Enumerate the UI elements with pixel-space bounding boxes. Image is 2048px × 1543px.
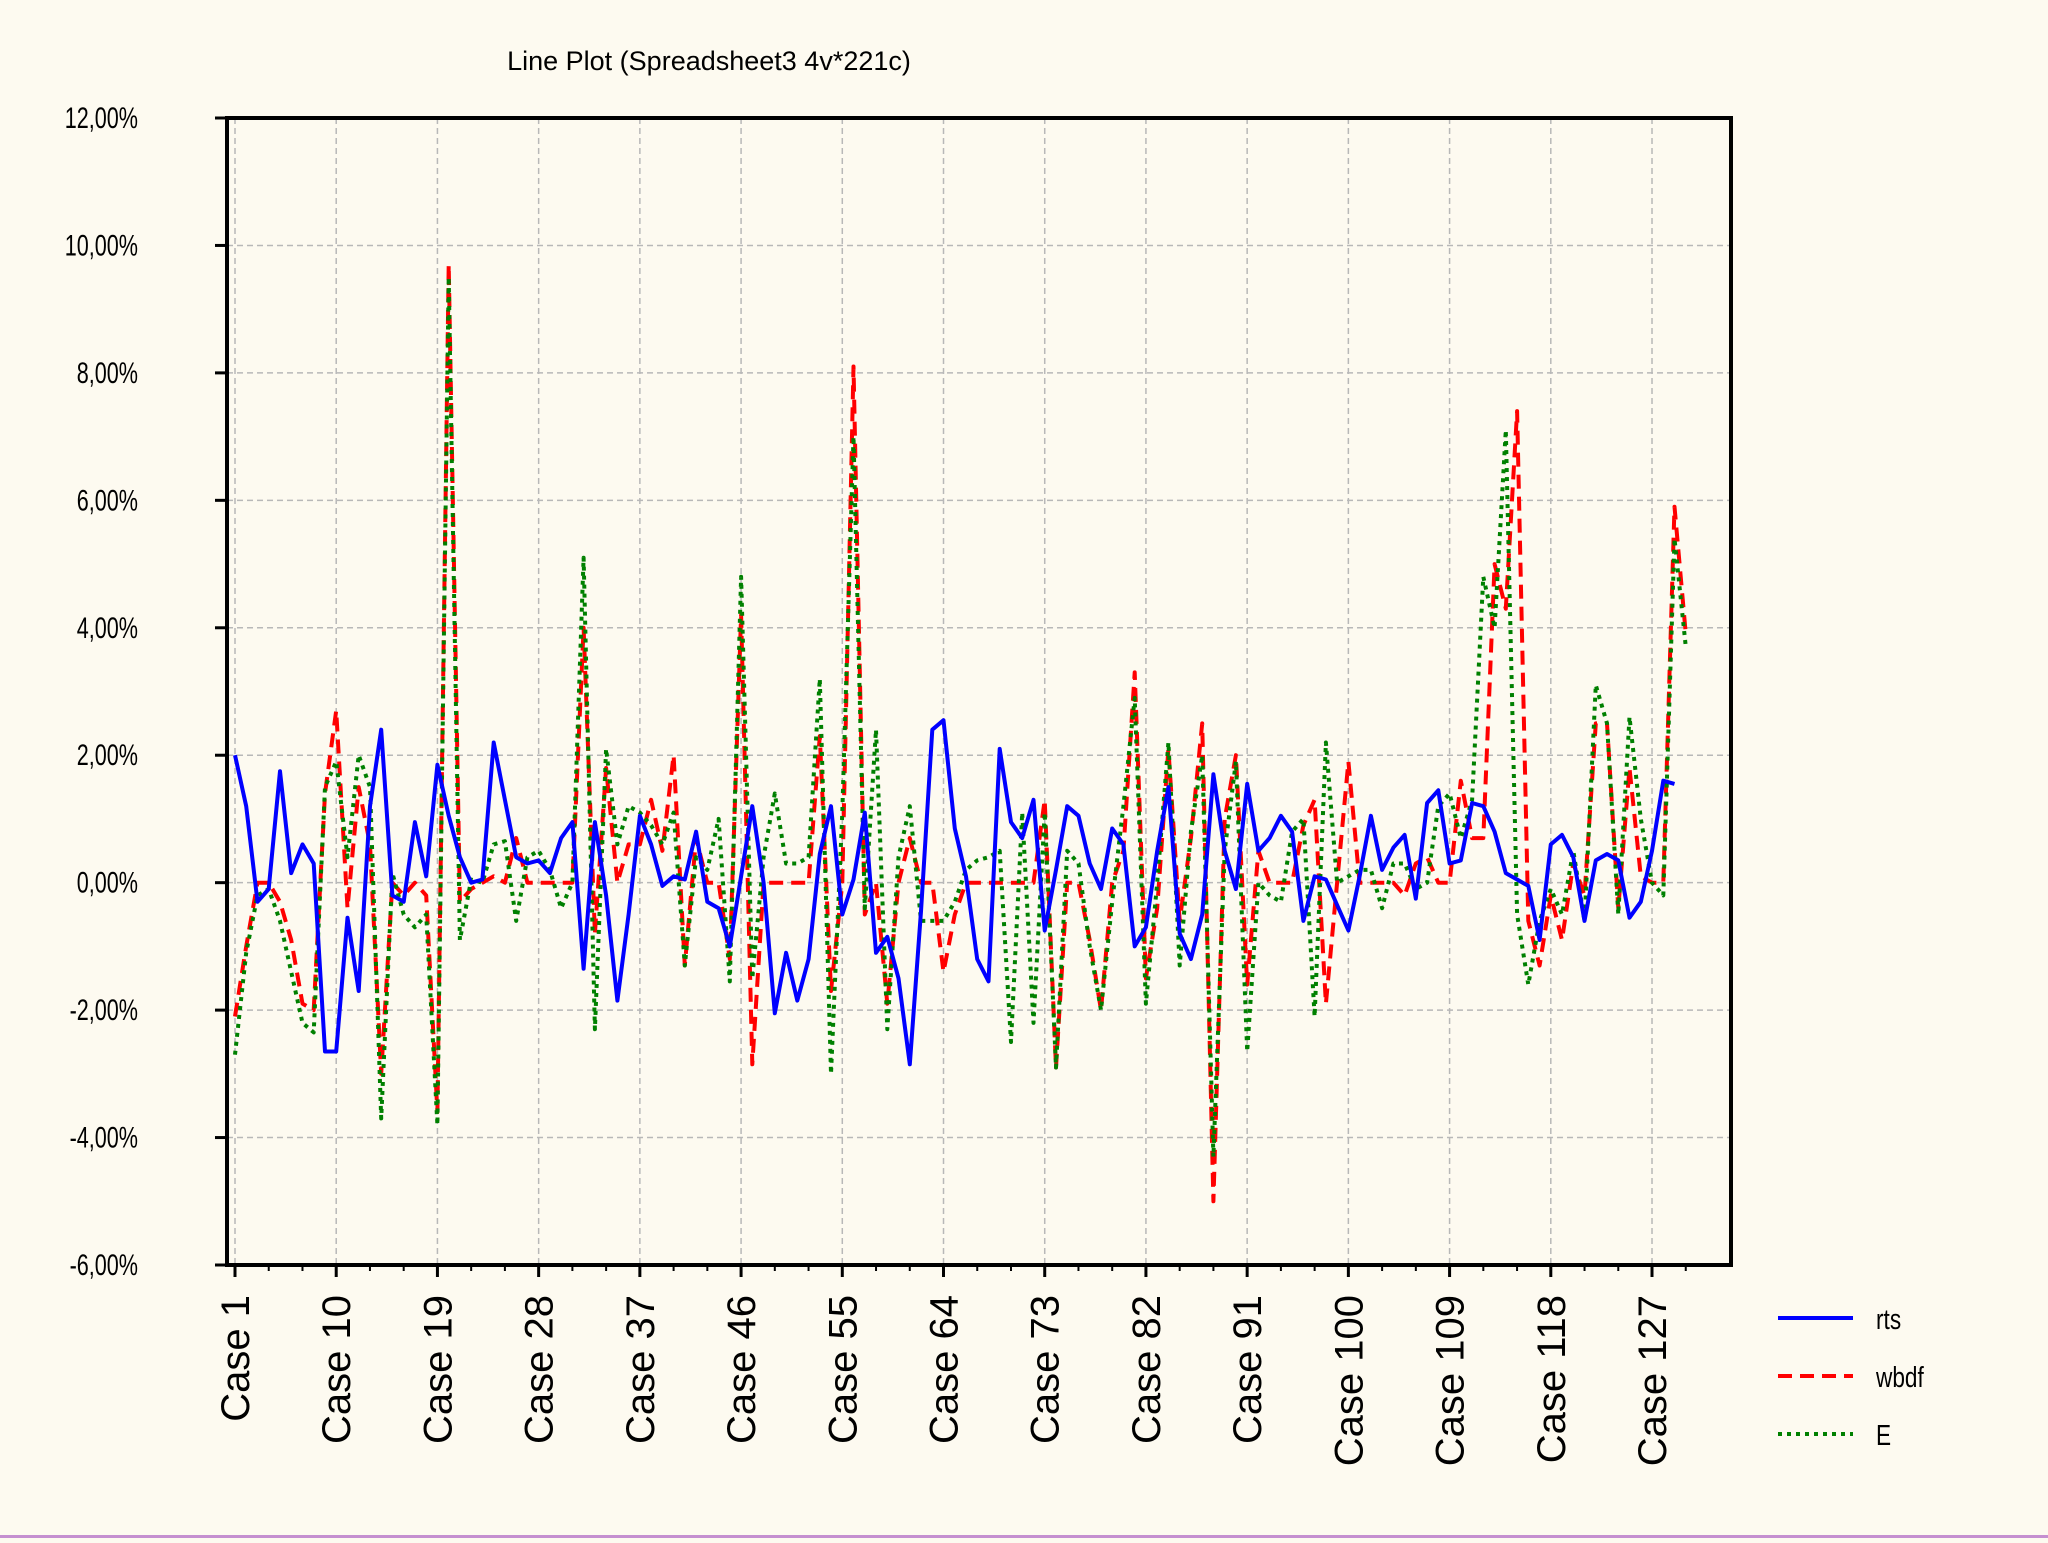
y-tick-label: -6,00% (70, 1247, 138, 1281)
x-tick-label: Case 100 (1327, 1295, 1371, 1466)
bottom-rule (0, 1535, 2048, 1538)
y-tick-label: 12,00% (65, 100, 138, 134)
y-tick-label: 0,00% (77, 865, 138, 899)
legend-label-rts: rts (1876, 1302, 1901, 1335)
legend: rts wbdf E (1778, 1302, 1924, 1452)
x-tick-label: Case 109 (1429, 1295, 1473, 1466)
plot-frame (225, 116, 1733, 1267)
x-tick-label: Case 1 (214, 1295, 258, 1422)
series-lines (233, 262, 1688, 1204)
x-tick-label: Case 73 (1024, 1295, 1068, 1444)
y-tick-label: 2,00% (77, 738, 138, 772)
y-tick-label: 8,00% (77, 355, 138, 389)
axes: -6,00% -4,00% -2,00% 0,00% 2,00% 4,00% 6,00% 8,… (65, 100, 1687, 1466)
x-tick-label: Case 37 (619, 1295, 663, 1444)
y-tick-label: -4,00% (70, 1120, 138, 1154)
legend-label-wbdf: wbdf (1875, 1360, 1924, 1393)
y-tick-label: 4,00% (77, 610, 138, 644)
chart-title: Line Plot (Spreadsheet3 4v*221c) (507, 46, 911, 76)
x-tick-label: Case 28 (518, 1295, 562, 1444)
x-tick-label: Case 91 (1226, 1295, 1270, 1444)
legend-label-E: E (1876, 1418, 1891, 1451)
x-tick-label: Case 10 (315, 1295, 359, 1444)
y-tick-label: 6,00% (77, 483, 138, 517)
x-tick-label: Case 19 (416, 1295, 460, 1444)
series-line-wbdf (233, 262, 1688, 1204)
y-tick-label: 10,00% (65, 228, 138, 262)
y-tick-label: -2,00% (70, 993, 138, 1027)
x-tick-label: Case 127 (1631, 1295, 1675, 1466)
x-tick-label: Case 82 (1125, 1295, 1169, 1444)
x-tick-label: Case 64 (923, 1295, 967, 1444)
x-tick-label: Case 46 (720, 1295, 764, 1444)
series-line-rts (233, 718, 1676, 1067)
x-tick-label: Case 55 (821, 1295, 865, 1444)
gridlines (227, 117, 1731, 1266)
x-tick-label: Case 118 (1530, 1295, 1574, 1463)
